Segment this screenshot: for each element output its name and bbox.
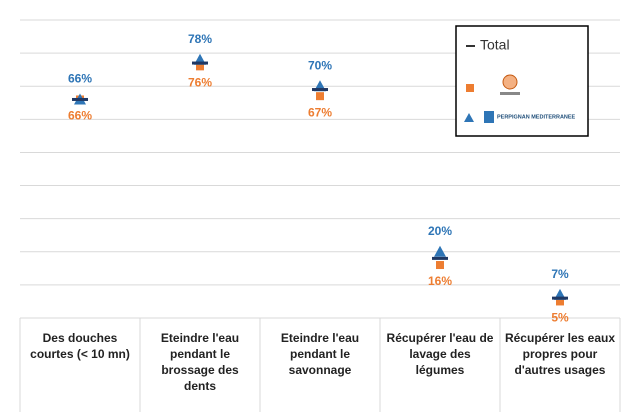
x-tick-label: Récupérer l'eau de lavage des légumes: [386, 331, 494, 377]
legend-marker: [466, 45, 475, 47]
square-marker: [556, 297, 564, 306]
x-tick-label: Eteindre l'eau pendant le brossage des d…: [160, 331, 240, 393]
data-label: 78%: [188, 32, 212, 46]
square-marker: [196, 62, 204, 71]
x-tick-label: Récupérer les eaux propres pour d'autres…: [504, 331, 616, 377]
data-label: 67%: [308, 105, 332, 119]
logo-text: [500, 92, 520, 95]
sun-logo: [502, 74, 518, 90]
triangle-marker: [434, 245, 446, 257]
total-marker: [192, 61, 208, 65]
legend-box: [455, 25, 589, 137]
data-label: 7%: [551, 267, 569, 281]
data-label: 66%: [68, 72, 92, 86]
total-marker: [552, 296, 568, 300]
x-tick-label: Des douches courtes (< 10 mn): [30, 331, 130, 361]
legend-marker: [464, 113, 474, 122]
data-label: 66%: [68, 109, 92, 123]
total-marker: [72, 97, 88, 101]
legend-label: Total: [480, 37, 510, 53]
data-label: 70%: [308, 58, 332, 72]
logo-box: [484, 111, 494, 123]
square-marker: [316, 92, 324, 101]
legend-logo: [500, 74, 520, 95]
legend: Total PERPIGNAN MEDITERRANEE: [455, 25, 589, 137]
legend-marker: [466, 84, 474, 92]
data-label: 20%: [428, 224, 452, 238]
legend-label: PERPIGNAN MEDITERRANEE: [497, 114, 576, 120]
total-marker: [432, 256, 448, 260]
x-tick-label: Eteindre l'eau pendant le savonnage: [280, 331, 360, 377]
data-label: 76%: [188, 76, 212, 90]
total-marker: [312, 88, 328, 92]
data-label: 16%: [428, 274, 452, 288]
square-marker: [436, 261, 444, 270]
data-label: 5%: [551, 311, 569, 325]
